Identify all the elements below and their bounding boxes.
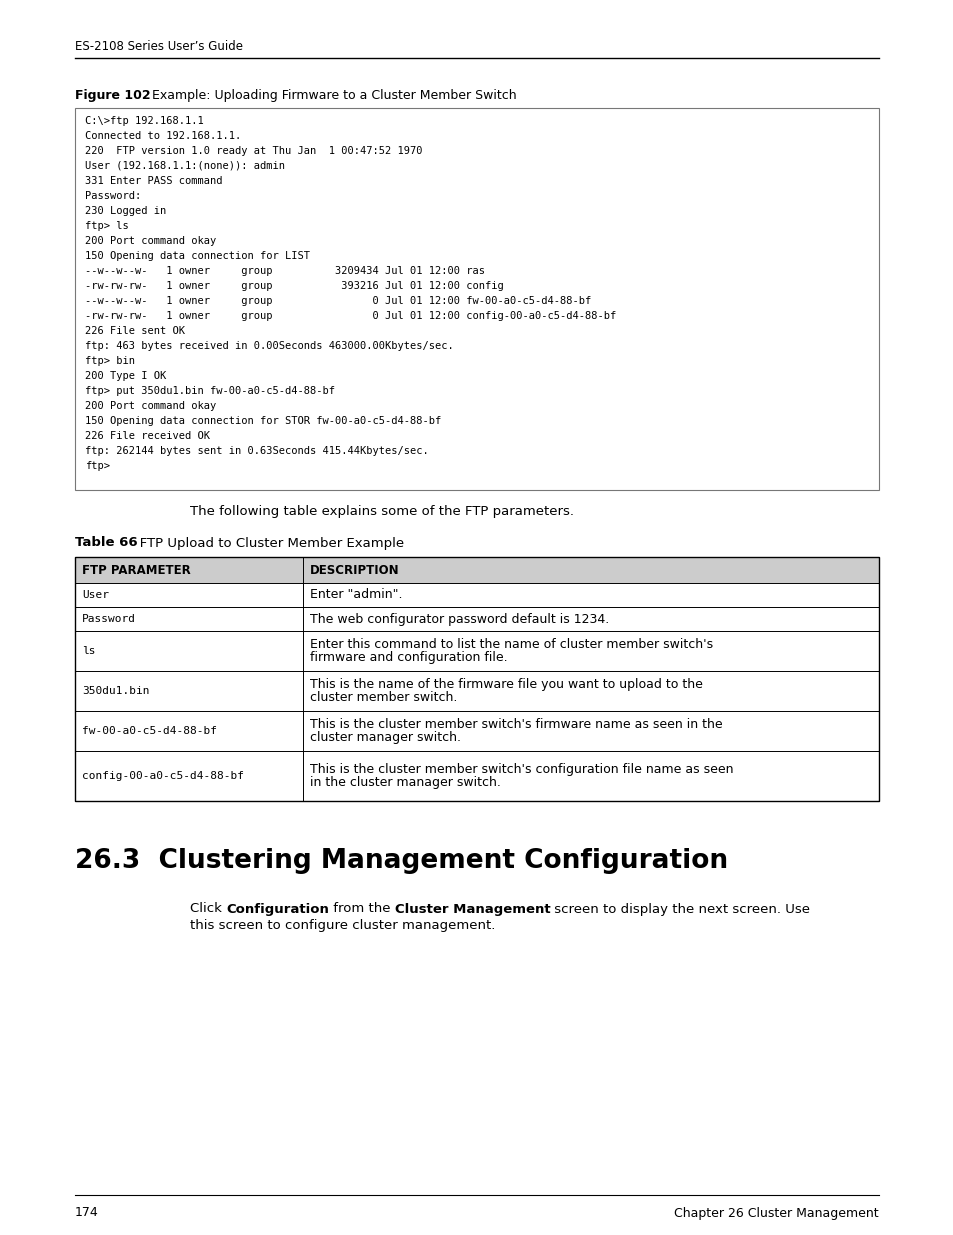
Bar (75, 711, 878, 751)
Text: ftp>: ftp> (85, 461, 110, 471)
Text: 226 File received OK: 226 File received OK (85, 431, 210, 441)
Text: The web configurator password default is 1234.: The web configurator password default is… (310, 613, 609, 625)
Text: ftp: 262144 bytes sent in 0.63Seconds 415.44Kbytes/sec.: ftp: 262144 bytes sent in 0.63Seconds 41… (85, 446, 428, 456)
Text: screen to display the next screen. Use: screen to display the next screen. Use (550, 903, 809, 915)
Bar (75, 606, 878, 631)
Text: 230 Logged in: 230 Logged in (85, 206, 166, 216)
Text: --w--w--w-   1 owner     group                0 Jul 01 12:00 fw-00-a0-c5-d4-88-b: --w--w--w- 1 owner group 0 Jul 01 12:00 … (85, 296, 591, 306)
Text: Configuration: Configuration (226, 903, 329, 915)
Text: 331 Enter PASS command: 331 Enter PASS command (85, 177, 222, 186)
Bar (75, 631, 878, 671)
Text: Connected to 192.168.1.1.: Connected to 192.168.1.1. (85, 131, 241, 141)
Text: firmware and configuration file.: firmware and configuration file. (310, 651, 507, 664)
Text: FTP PARAMETER: FTP PARAMETER (82, 563, 191, 577)
Text: --w--w--w-   1 owner     group          3209434 Jul 01 12:00 ras: --w--w--w- 1 owner group 3209434 Jul 01 … (85, 266, 484, 275)
Text: This is the cluster member switch's firmware name as seen in the: This is the cluster member switch's firm… (310, 718, 721, 731)
Text: ES-2108 Series User’s Guide: ES-2108 Series User’s Guide (75, 41, 243, 53)
Text: -rw-rw-rw-   1 owner     group           393216 Jul 01 12:00 config: -rw-rw-rw- 1 owner group 393216 Jul 01 1… (85, 282, 503, 291)
Text: ftp: 463 bytes received in 0.00Seconds 463000.00Kbytes/sec.: ftp: 463 bytes received in 0.00Seconds 4… (85, 341, 454, 351)
Text: Password:: Password: (85, 191, 141, 201)
Text: Example: Uploading Firmware to a Cluster Member Switch: Example: Uploading Firmware to a Cluster… (140, 89, 517, 101)
Text: Click: Click (190, 903, 226, 915)
Text: Figure 102: Figure 102 (75, 89, 151, 101)
Text: 174: 174 (75, 1207, 99, 1219)
Text: ftp> ls: ftp> ls (85, 221, 129, 231)
Text: 220  FTP version 1.0 ready at Thu Jan  1 00:47:52 1970: 220 FTP version 1.0 ready at Thu Jan 1 0… (85, 146, 422, 156)
Bar (75, 583, 878, 606)
Bar (75, 557, 878, 802)
Bar (75, 671, 878, 711)
Text: FTP Upload to Cluster Member Example: FTP Upload to Cluster Member Example (127, 536, 404, 550)
Bar (75, 107, 878, 490)
Text: ls: ls (82, 646, 95, 656)
Text: cluster manager switch.: cluster manager switch. (310, 731, 460, 743)
Text: User: User (82, 590, 109, 600)
Text: 200 Type I OK: 200 Type I OK (85, 370, 166, 382)
Text: This is the name of the firmware file you want to upload to the: This is the name of the firmware file yo… (310, 678, 702, 692)
Text: Chapter 26 Cluster Management: Chapter 26 Cluster Management (674, 1207, 878, 1219)
Text: Enter this command to list the name of cluster member switch's: Enter this command to list the name of c… (310, 638, 713, 651)
Text: 200 Port command okay: 200 Port command okay (85, 236, 216, 246)
Bar (75, 751, 878, 802)
Text: 200 Port command okay: 200 Port command okay (85, 401, 216, 411)
Text: Password: Password (82, 614, 136, 624)
Text: -rw-rw-rw-   1 owner     group                0 Jul 01 12:00 config-00-a0-c5-d4-: -rw-rw-rw- 1 owner group 0 Jul 01 12:00 … (85, 311, 616, 321)
Text: C:\>ftp 192.168.1.1: C:\>ftp 192.168.1.1 (85, 116, 204, 126)
Text: DESCRIPTION: DESCRIPTION (310, 563, 399, 577)
Text: fw-00-a0-c5-d4-88-bf: fw-00-a0-c5-d4-88-bf (82, 726, 216, 736)
Text: from the: from the (329, 903, 395, 915)
Text: The following table explains some of the FTP parameters.: The following table explains some of the… (190, 505, 574, 519)
Text: config-00-a0-c5-d4-88-bf: config-00-a0-c5-d4-88-bf (82, 771, 244, 781)
Text: ftp> put 350du1.bin fw-00-a0-c5-d4-88-bf: ftp> put 350du1.bin fw-00-a0-c5-d4-88-bf (85, 387, 335, 396)
Text: 226 File sent OK: 226 File sent OK (85, 326, 185, 336)
Text: Table 66: Table 66 (75, 536, 137, 550)
Text: Cluster Management: Cluster Management (395, 903, 550, 915)
Text: in the cluster manager switch.: in the cluster manager switch. (310, 776, 500, 789)
Text: This is the cluster member switch's configuration file name as seen: This is the cluster member switch's conf… (310, 763, 733, 776)
Text: 26.3  Clustering Management Configuration: 26.3 Clustering Management Configuration (75, 848, 727, 874)
Text: cluster member switch.: cluster member switch. (310, 692, 456, 704)
Text: Enter "admin".: Enter "admin". (310, 589, 402, 601)
Text: User (192.168.1.1:(none)): admin: User (192.168.1.1:(none)): admin (85, 161, 285, 170)
Text: 150 Opening data connection for STOR fw-00-a0-c5-d4-88-bf: 150 Opening data connection for STOR fw-… (85, 416, 441, 426)
Text: 150 Opening data connection for LIST: 150 Opening data connection for LIST (85, 251, 310, 261)
Bar (75, 557, 878, 583)
Text: 350du1.bin: 350du1.bin (82, 685, 150, 697)
Text: this screen to configure cluster management.: this screen to configure cluster managem… (190, 919, 495, 931)
Text: ftp> bin: ftp> bin (85, 356, 135, 366)
